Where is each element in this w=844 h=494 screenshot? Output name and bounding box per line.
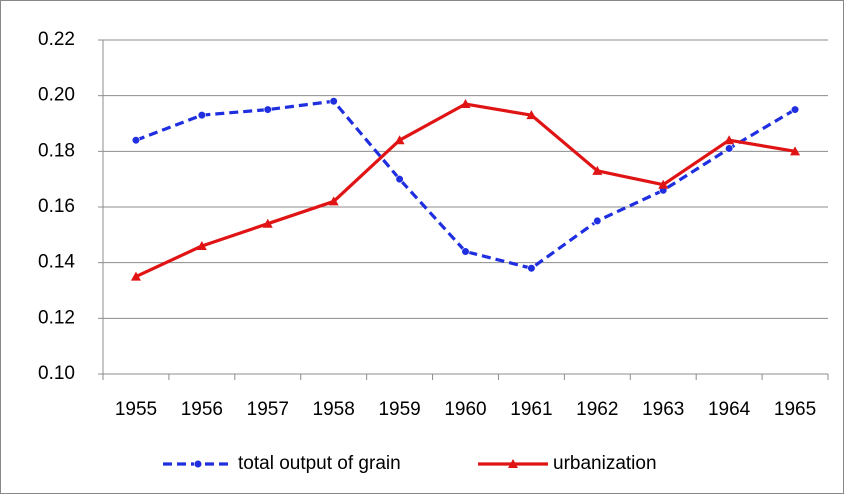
series-line: [135, 99, 796, 270]
y-tick-label: 0.12: [38, 307, 75, 328]
y-tick-label: 0.10: [38, 363, 75, 384]
x-tick-label: 1958: [313, 399, 355, 420]
y-tick-label: 0.16: [38, 196, 75, 217]
x-tick-label: 1956: [181, 399, 223, 420]
marker: [725, 144, 734, 153]
legend-label: urbanization: [553, 453, 657, 474]
marker: [526, 110, 537, 120]
x-tick-label: 1965: [774, 399, 816, 420]
y-tick-label: 0.18: [38, 140, 75, 161]
x-tick-label: 1963: [642, 399, 684, 420]
marker: [658, 179, 669, 189]
x-tick-label: 1955: [115, 399, 157, 420]
legend-item: urbanization: [478, 453, 657, 474]
x-tick-label: 1962: [576, 399, 618, 420]
marker: [328, 196, 339, 206]
y-tick-label: 0.20: [38, 85, 75, 106]
x-tick-label: 1957: [247, 399, 289, 420]
x-tick-label: 1961: [510, 399, 552, 420]
x-tick-label: 1959: [378, 399, 420, 420]
marker: [592, 165, 603, 175]
marker: [790, 105, 800, 114]
marker: [130, 271, 141, 281]
marker: [394, 135, 405, 145]
x-tick-label: 1964: [708, 399, 751, 420]
marker: [461, 247, 470, 256]
marker: [263, 105, 272, 114]
marker: [508, 459, 518, 468]
marker: [193, 459, 203, 469]
y-tick-label: 0.14: [38, 252, 75, 273]
marker: [395, 175, 404, 184]
marker: [790, 146, 801, 156]
marker: [527, 264, 536, 273]
y-tick-label: 0.22: [38, 29, 75, 50]
marker: [262, 218, 273, 228]
marker: [329, 97, 338, 106]
marker: [131, 136, 141, 145]
legend-item: total output of grain: [163, 453, 401, 474]
marker: [460, 99, 471, 109]
marker: [197, 111, 206, 120]
marker: [724, 135, 735, 145]
marker: [593, 216, 602, 226]
legend-label: total output of grain: [238, 453, 401, 474]
x-tick-label: 1960: [444, 399, 486, 420]
marker: [196, 240, 207, 250]
